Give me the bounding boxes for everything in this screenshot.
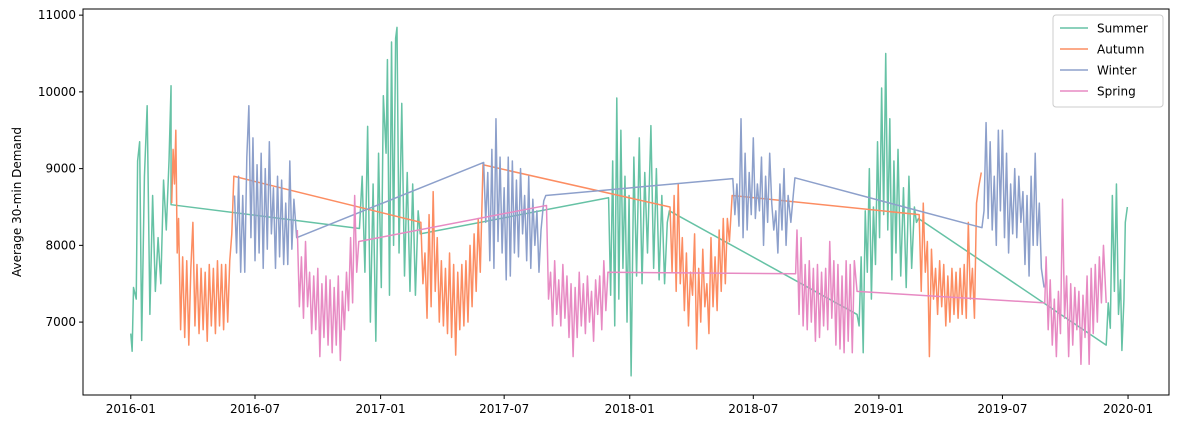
y-tick-label: 9000: [45, 162, 76, 176]
x-tick-label: 2019-07: [977, 402, 1027, 416]
x-tick-label: 2018-07: [728, 402, 778, 416]
x-tick-label: 2016-07: [230, 402, 280, 416]
plot-frame: [82, 8, 1170, 396]
legend-label-autumn: Autumn: [1097, 43, 1144, 57]
x-axis: 2016-01 2016-07 2017-01 2017-07 2018-01 2018-…: [106, 395, 1153, 416]
y-tick-label: 11000: [38, 8, 76, 22]
y-axis: 7000 8000 9000 10000 11000: [38, 8, 83, 329]
legend-label-summer: Summer: [1097, 22, 1148, 36]
x-tick-label: 2017-01: [356, 402, 406, 416]
x-tick-label: 2017-07: [479, 402, 529, 416]
legend-label-winter: Winter: [1097, 64, 1137, 78]
y-tick-label: 8000: [45, 238, 76, 252]
legend: Summer Autumn Winter Spring: [1052, 14, 1164, 108]
x-tick-label: 2020-01: [1103, 402, 1153, 416]
series-line-summer: [130, 26, 1129, 377]
y-axis-label: Average 30-min Demand: [10, 127, 24, 277]
x-tick-label: 2016-01: [106, 402, 156, 416]
legend-box: [1052, 14, 1164, 108]
series-layer: [130, 26, 1129, 377]
x-tick-label: 2019-01: [854, 402, 904, 416]
legend-label-spring: Spring: [1097, 85, 1136, 99]
y-tick-label: 10000: [38, 85, 76, 99]
y-tick-label: 7000: [45, 315, 76, 329]
x-tick-label: 2018-01: [605, 402, 655, 416]
series-line-spring: [296, 194, 1107, 366]
series-line-winter: [233, 104, 1045, 288]
